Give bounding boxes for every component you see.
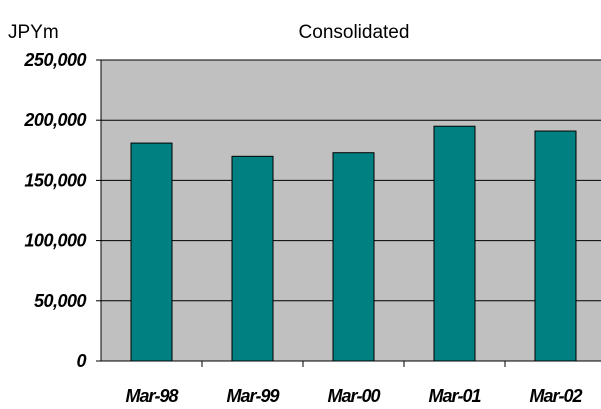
chart-title: Consolidated	[299, 22, 410, 43]
y-axis-ticks: 0 50,000 100,000 150,000 200,000 250,000	[23, 50, 101, 371]
x-tick-label: Mar-98	[125, 386, 178, 406]
y-tick-label: 150,000	[24, 170, 86, 190]
x-tick-label: Mar-01	[428, 386, 481, 406]
y-tick-label: 250,000	[23, 50, 86, 70]
unit-label: JPYm	[8, 22, 59, 43]
y-tick-label: 50,000	[34, 291, 87, 311]
y-tick-label: 0	[76, 351, 86, 371]
y-tick-label: 200,000	[23, 110, 86, 130]
bar	[231, 155, 274, 362]
bars	[130, 125, 577, 362]
x-tick-label: Mar-02	[529, 386, 582, 406]
bar	[130, 142, 173, 362]
x-tick-label: Mar-99	[226, 386, 279, 406]
x-axis-ticks: Mar-98 Mar-99 Mar-00 Mar-01 Mar-02	[125, 361, 583, 406]
x-tick-label: Mar-00	[327, 386, 380, 406]
bar	[534, 130, 577, 362]
bar	[332, 152, 375, 362]
y-tick-label: 100,000	[24, 231, 86, 251]
bar	[433, 125, 476, 362]
